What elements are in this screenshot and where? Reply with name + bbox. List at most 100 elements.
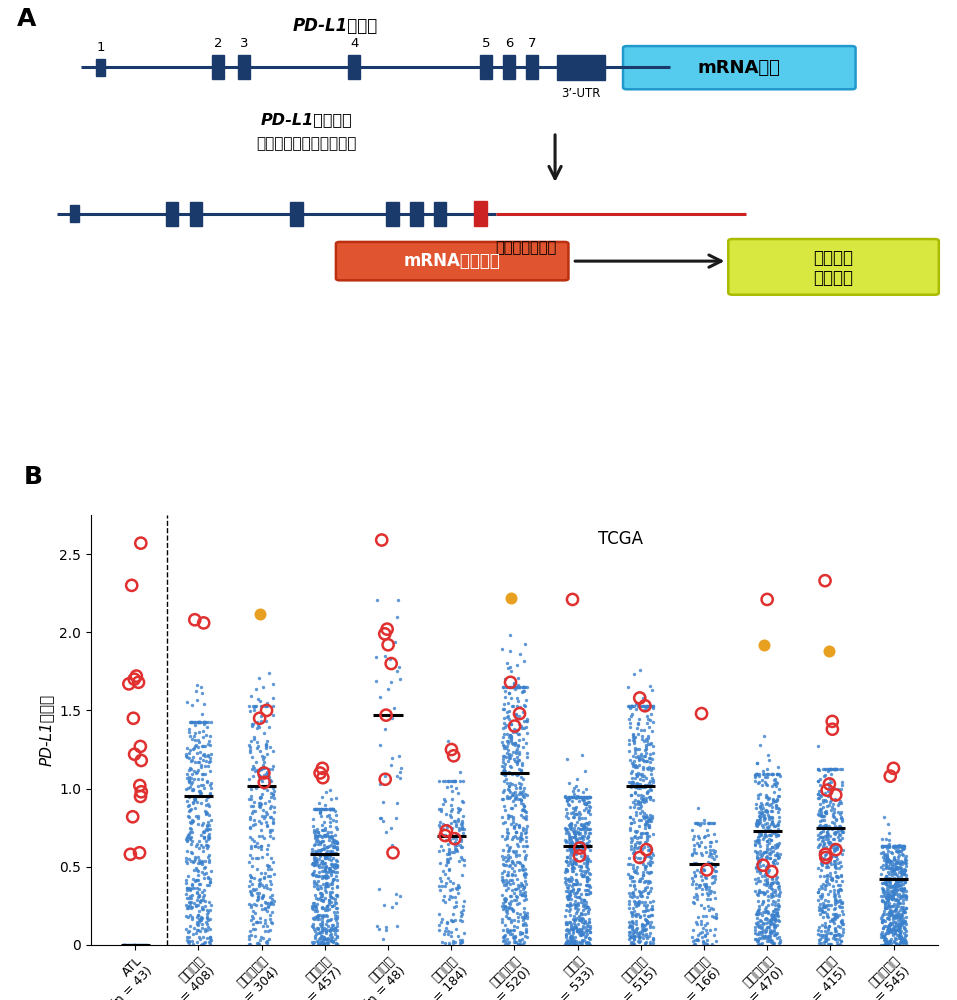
Point xyxy=(820,798,835,814)
Point xyxy=(256,765,272,781)
Point xyxy=(577,828,592,844)
Point xyxy=(503,679,519,695)
Point xyxy=(756,810,771,826)
Point xyxy=(315,935,330,951)
Point xyxy=(513,924,528,940)
Point xyxy=(811,786,826,802)
Point xyxy=(255,802,270,818)
Point xyxy=(642,874,657,890)
Point xyxy=(571,789,587,805)
Point xyxy=(250,740,265,756)
Point xyxy=(699,891,714,907)
Point xyxy=(518,698,533,714)
Point xyxy=(326,859,342,875)
Point xyxy=(192,744,208,760)
Point xyxy=(816,836,832,852)
Point xyxy=(248,881,263,897)
Point xyxy=(507,735,523,751)
Point xyxy=(812,771,828,787)
Point xyxy=(882,853,898,869)
Point xyxy=(185,833,200,849)
Point xyxy=(501,807,516,823)
Point xyxy=(820,761,835,777)
Point xyxy=(323,930,339,946)
Point xyxy=(262,868,278,884)
Point xyxy=(251,717,266,733)
Point xyxy=(832,881,847,897)
Point xyxy=(769,855,785,871)
Point xyxy=(183,742,198,758)
Point xyxy=(264,789,279,805)
Point xyxy=(643,850,658,866)
Point xyxy=(559,926,574,942)
Point xyxy=(315,888,330,904)
Point xyxy=(640,902,656,918)
Point xyxy=(202,821,217,837)
Point xyxy=(750,832,766,848)
Point xyxy=(496,933,511,949)
Point xyxy=(895,866,910,882)
Point xyxy=(571,809,587,825)
Point xyxy=(575,792,590,808)
Point xyxy=(456,902,471,918)
Point xyxy=(179,897,194,913)
Point xyxy=(194,854,210,870)
Point xyxy=(769,869,785,885)
Point xyxy=(181,773,196,789)
Point xyxy=(260,895,276,911)
Point xyxy=(820,826,835,842)
Point xyxy=(128,668,144,684)
Point xyxy=(180,740,195,756)
Point xyxy=(558,915,573,931)
Point xyxy=(196,824,211,840)
Point xyxy=(305,901,321,917)
Point xyxy=(637,779,653,795)
Point xyxy=(771,849,787,865)
Point xyxy=(766,888,781,904)
Point xyxy=(684,876,700,892)
Point xyxy=(247,928,262,944)
Point xyxy=(309,909,324,925)
Point xyxy=(192,923,208,939)
Point xyxy=(504,766,520,782)
Point xyxy=(627,903,642,919)
Point xyxy=(242,739,257,755)
Point xyxy=(827,882,842,898)
Point xyxy=(194,771,210,787)
Point xyxy=(892,919,907,935)
Point xyxy=(579,899,594,915)
Point xyxy=(189,860,204,876)
Point xyxy=(252,743,267,759)
Point xyxy=(641,842,657,858)
Point xyxy=(313,907,328,923)
Point xyxy=(564,856,579,872)
Point xyxy=(811,790,826,806)
Point xyxy=(189,897,204,913)
Point xyxy=(896,915,911,931)
Point xyxy=(494,869,509,885)
Point xyxy=(747,843,763,859)
Point xyxy=(203,863,218,879)
Point xyxy=(637,936,653,952)
Point xyxy=(895,838,910,854)
Point xyxy=(506,931,522,947)
Point xyxy=(308,890,323,906)
Point xyxy=(201,821,216,837)
Point xyxy=(688,880,703,896)
Point xyxy=(579,848,594,864)
Point xyxy=(566,852,581,868)
Point xyxy=(506,676,522,692)
Point xyxy=(815,898,831,914)
Point xyxy=(641,828,657,844)
Point xyxy=(767,910,782,926)
Point xyxy=(321,864,336,880)
Point xyxy=(519,824,534,840)
Point xyxy=(130,937,145,953)
Point xyxy=(514,802,529,818)
Point xyxy=(499,749,514,765)
Point xyxy=(817,828,833,844)
Point xyxy=(752,858,768,874)
Point xyxy=(883,906,899,922)
Point xyxy=(769,930,785,946)
Point xyxy=(453,801,468,817)
